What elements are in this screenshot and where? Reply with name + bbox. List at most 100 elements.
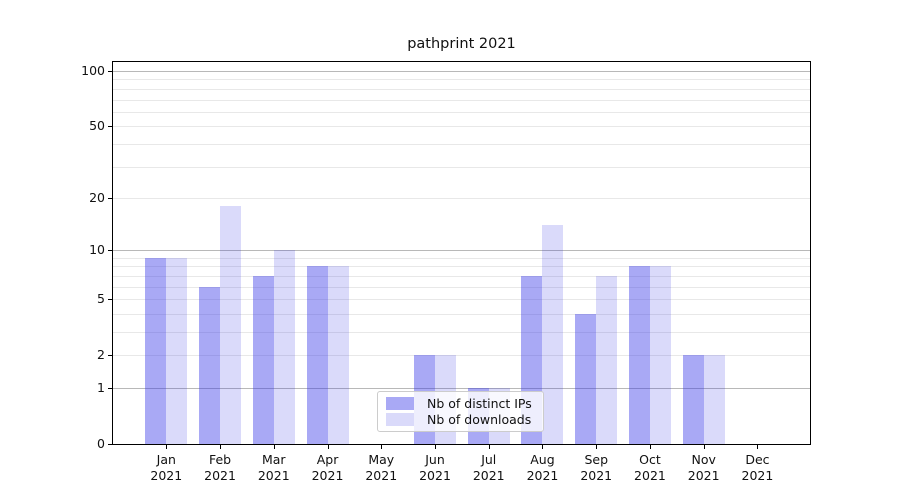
bar-oct-nb-of-downloads [649, 266, 671, 444]
y-tick-1 [108, 387, 112, 389]
x-tick-label-jul: Jul 2021 [459, 452, 519, 484]
x-tick-label-aug: Aug 2021 [512, 452, 572, 484]
legend-label-distinct-ips: Nb of distinct IPs [427, 395, 532, 411]
x-tick-label-sep: Sep 2021 [566, 452, 626, 484]
x-tick-jan [166, 445, 168, 449]
gridline-minor-6 [113, 286, 810, 288]
x-tick-dec [757, 445, 759, 449]
x-tick-nov [703, 445, 705, 449]
y-tick-0 [108, 444, 112, 445]
y-tick-10 [108, 250, 112, 252]
y-tick-label-100: 100 [81, 63, 105, 79]
x-tick-label-month: Dec [745, 452, 770, 467]
x-tick-label-month: Feb [208, 452, 232, 467]
legend-label-downloads: Nb of downloads [427, 412, 532, 428]
gridline-major-100 [113, 71, 810, 73]
x-tick-label-year: 2021 [472, 468, 505, 483]
gridline-minor-30 [113, 166, 810, 168]
x-tick-feb [220, 445, 222, 449]
x-tick-label-year: 2021 [580, 468, 613, 483]
x-tick-label-month: May [368, 452, 395, 467]
bar-aug-nb-of-downloads [542, 225, 564, 444]
gridline-major-10 [113, 250, 810, 252]
x-tick-label-month: Sep [584, 452, 608, 467]
gridline-minor-4 [113, 313, 810, 315]
x-tick-label-year: 2021 [687, 468, 720, 483]
gridline-minor-70 [113, 99, 810, 101]
x-tick-mar [273, 445, 275, 449]
x-tick-apr [327, 445, 329, 449]
bar-jan-nb-of-distinct-ips [145, 257, 167, 444]
x-tick-label-month: Nov [691, 452, 716, 467]
bar-apr-nb-of-downloads [327, 266, 349, 444]
bar-oct-nb-of-distinct-ips [628, 266, 650, 444]
gridline-minor-50 [113, 126, 810, 128]
gridline-minor-5 [113, 299, 810, 301]
x-tick-label-may: May 2021 [351, 452, 411, 484]
bar-sep-nb-of-downloads [596, 275, 618, 444]
legend-item-distinct-ips: Nb of distinct IPs [386, 396, 535, 411]
y-tick-label-1: 1 [97, 379, 105, 395]
x-tick-label-year: 2021 [311, 468, 344, 483]
chart-title: pathprint 2021 [407, 36, 516, 52]
y-tick-100 [108, 71, 112, 73]
y-tick-label-50: 50 [89, 118, 105, 134]
gridline-minor-40 [113, 143, 810, 145]
x-tick-label-month: Apr [316, 452, 339, 467]
x-tick-label-oct: Oct 2021 [620, 452, 680, 484]
x-tick-label-year: 2021 [741, 468, 774, 483]
plot-area [112, 61, 811, 445]
bar-apr-nb-of-distinct-ips [306, 266, 328, 444]
x-tick-label-month: Aug [530, 452, 555, 467]
x-tick-label-apr: Apr 2021 [298, 452, 358, 484]
legend-swatch-downloads [386, 413, 414, 427]
y-tick-label-5: 5 [97, 291, 105, 307]
gridline-minor-3 [113, 331, 810, 333]
bar-feb-nb-of-distinct-ips [199, 286, 221, 444]
y-tick-50 [108, 126, 112, 128]
x-tick-label-dec: Dec 2021 [727, 452, 787, 484]
y-tick-2 [108, 355, 112, 357]
x-tick-label-mar: Mar 2021 [244, 452, 304, 484]
y-tick-label-0: 0 [97, 436, 105, 451]
gridline-minor-80 [113, 88, 810, 90]
legend-swatch-distinct-ips [386, 396, 414, 410]
x-tick-label-year: 2021 [150, 468, 183, 483]
x-tick-label-year: 2021 [526, 468, 559, 483]
gridline-minor-8 [113, 266, 810, 268]
bar-feb-nb-of-downloads [220, 206, 242, 444]
x-tick-label-jun: Jun 2021 [405, 452, 465, 484]
bar-mar-nb-of-downloads [273, 250, 295, 444]
gridline-major-1 [113, 387, 810, 389]
x-tick-label-month: Mar [261, 452, 286, 467]
x-tick-aug [542, 445, 544, 449]
y-tick-label-2: 2 [97, 347, 105, 363]
gridline-minor-9 [113, 257, 810, 259]
x-tick-label-nov: Nov 2021 [674, 452, 734, 484]
x-tick-jul [488, 445, 490, 449]
x-tick-label-jan: Jan 2021 [136, 452, 196, 484]
y-tick-label-20: 20 [89, 189, 105, 205]
y-tick-label-10: 10 [89, 242, 105, 258]
y-tick-5 [108, 299, 112, 301]
x-tick-label-year: 2021 [257, 468, 290, 483]
x-tick-label-feb: Feb 2021 [190, 452, 250, 484]
y-tick-20 [108, 197, 112, 199]
gridline-minor-20 [113, 197, 810, 199]
x-tick-label-year: 2021 [419, 468, 451, 483]
x-tick-may [381, 445, 383, 449]
x-tick-label-month: Jun [425, 452, 445, 467]
bar-nov-nb-of-downloads [703, 355, 725, 444]
x-tick-label-year: 2021 [204, 468, 236, 483]
x-tick-jun [435, 445, 436, 449]
bar-nov-nb-of-distinct-ips [682, 355, 704, 444]
gridline-minor-90 [113, 79, 810, 81]
bar-sep-nb-of-distinct-ips [575, 313, 597, 444]
x-tick-label-month: Jan [156, 452, 176, 467]
bar-mar-nb-of-distinct-ips [252, 275, 274, 444]
gridline-minor-7 [113, 275, 810, 277]
bar-jan-nb-of-downloads [166, 257, 188, 444]
gridline-minor-2 [113, 355, 810, 357]
x-tick-label-month: Jul [481, 452, 497, 467]
